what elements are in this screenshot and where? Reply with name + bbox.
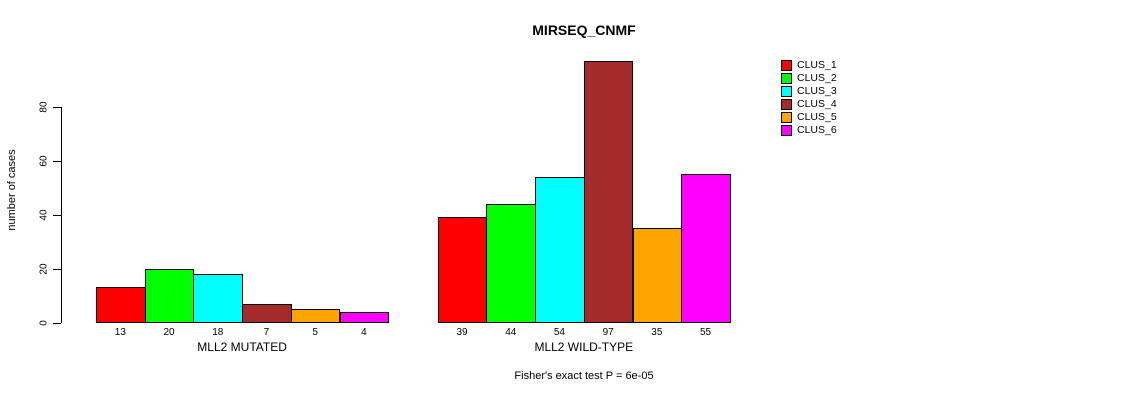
bar-clus_6-wildtype: [681, 174, 731, 323]
bar-value-label: 7: [263, 327, 270, 338]
bar-value-label: 54: [553, 327, 565, 338]
bar-clus_2-mutated: [144, 268, 195, 323]
legend-swatch-clus_3: [781, 86, 792, 97]
bar-value-label: 5: [312, 327, 318, 338]
legend-label: CLUS_6: [797, 124, 837, 136]
y-tick-label: 0: [38, 319, 50, 326]
bar-value-label: 20: [163, 327, 175, 338]
bar-clus_4-mutated: [242, 303, 292, 323]
bar-clus_1-mutated: [96, 287, 146, 323]
legend-label: CLUS_3: [797, 85, 837, 97]
legend-label: CLUS_2: [797, 72, 837, 84]
y-tick-mark: [53, 322, 61, 324]
bar-clus_1-wildtype: [437, 217, 488, 323]
y-tick-label: 60: [38, 155, 50, 167]
y-tick-label: 20: [38, 263, 50, 275]
legend-label: CLUS_1: [797, 59, 837, 71]
legend-swatch-clus_2: [781, 73, 792, 84]
y-tick-mark: [53, 160, 61, 162]
bar-value-label: 97: [602, 327, 614, 338]
bar-value-label: 39: [456, 327, 468, 338]
y-tick-mark: [53, 106, 61, 108]
y-tick-label: 80: [38, 101, 50, 113]
fisher-test-caption: Fisher's exact test P = 6e-05: [514, 370, 654, 382]
y-tick-label: 40: [38, 209, 50, 221]
x-group-label: MLL2 WILD-TYPE: [534, 340, 634, 354]
bar-value-label: 35: [651, 327, 663, 338]
bar-value-label: 55: [699, 327, 712, 338]
y-tick-mark: [53, 268, 61, 270]
legend-label: CLUS_5: [797, 111, 837, 123]
legend-swatch-clus_6: [781, 125, 792, 136]
y-tick-mark: [53, 214, 61, 216]
bar-clus_3-mutated: [193, 273, 244, 323]
bar-value-label: 4: [361, 327, 367, 338]
x-group-label: MLL2 MUTATED: [197, 340, 287, 354]
bar-clus_6-mutated: [339, 311, 390, 323]
bar-clus_4-wildtype: [583, 61, 634, 323]
bar-clus_5-wildtype: [632, 228, 683, 323]
legend-swatch-clus_5: [781, 112, 792, 123]
bar-value-label: 13: [114, 327, 126, 338]
legend-swatch-clus_4: [781, 99, 792, 110]
chart-title: MIRSEQ_CNMF: [532, 22, 636, 38]
y-axis: [61, 107, 62, 323]
bar-clus_2-wildtype: [486, 203, 537, 323]
y-axis-label: number of cases: [6, 149, 18, 231]
bar-clus_3-wildtype: [535, 176, 585, 323]
bar-value-label: 18: [212, 327, 224, 338]
bar-clus_5-mutated: [290, 309, 341, 323]
bar-value-label: 44: [505, 327, 517, 338]
legend-label: CLUS_4: [797, 98, 837, 110]
legend-swatch-clus_1: [781, 60, 792, 71]
